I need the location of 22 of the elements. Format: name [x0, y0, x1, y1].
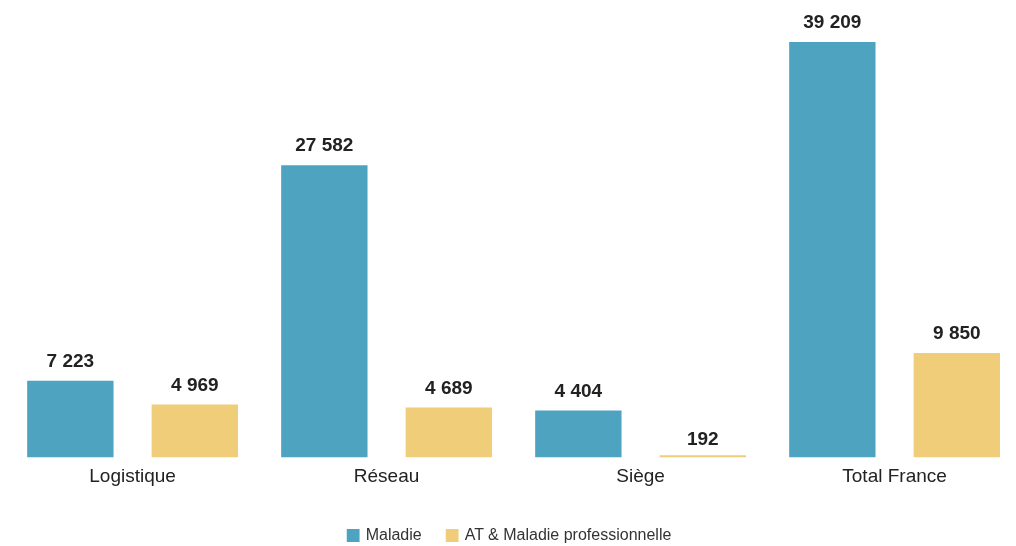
x-tick-label: Réseau — [353, 465, 420, 487]
bar — [789, 42, 876, 458]
x-tick-label: Total France — [842, 465, 947, 487]
legend-label: AT & Maladie professionnelle — [464, 526, 672, 544]
data-label: 7 223 — [46, 349, 95, 371]
bar — [405, 407, 492, 458]
data-label: 9 850 — [933, 321, 981, 343]
bar — [281, 165, 368, 458]
data-label: 39 209 — [803, 11, 862, 33]
data-label: 4 404 — [554, 379, 603, 401]
legend-label: Maladie — [365, 526, 422, 544]
bar — [27, 380, 114, 458]
bar — [151, 404, 238, 458]
data-label: 192 — [686, 428, 719, 450]
x-tick-label: Logistique — [89, 465, 176, 487]
bar — [535, 410, 622, 458]
x-tick-label: Siège — [616, 465, 665, 487]
data-label: 4 969 — [171, 373, 219, 395]
bar — [913, 352, 1000, 458]
bar — [659, 455, 746, 458]
data-label: 4 689 — [425, 376, 473, 398]
data-label: 27 582 — [295, 134, 354, 156]
